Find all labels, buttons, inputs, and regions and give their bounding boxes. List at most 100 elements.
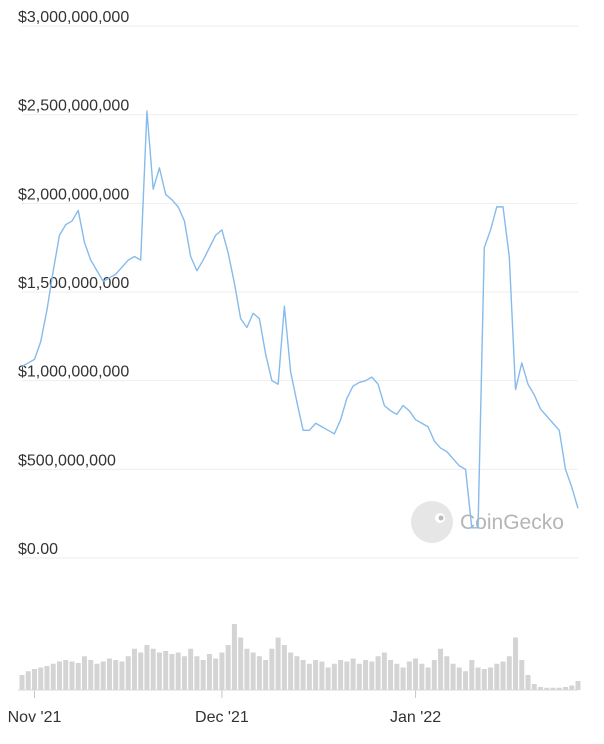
- y-tick-label: $3,000,000,000: [18, 9, 129, 26]
- volume-bar: [194, 656, 200, 690]
- volume-bar: [306, 663, 312, 690]
- volume-bar: [413, 658, 419, 690]
- volume-bar: [388, 660, 394, 690]
- volume-bar: [419, 663, 425, 690]
- y-tick-label: $2,500,000,000: [18, 98, 129, 115]
- x-tick-label: Dec '21: [195, 709, 249, 726]
- volume-bar: [94, 663, 100, 690]
- volume-bar: [544, 687, 550, 690]
- y-tick-label: $1,500,000,000: [18, 275, 129, 292]
- volume-bar: [431, 660, 437, 690]
- volume-bar: [256, 656, 262, 690]
- y-tick-label: $1,000,000,000: [18, 364, 129, 381]
- volume-bar: [319, 661, 325, 690]
- y-tick-label: $0.00: [18, 541, 58, 558]
- y-tick-label: $500,000,000: [18, 452, 116, 469]
- volume-bar: [281, 645, 287, 690]
- volume-bar: [219, 652, 225, 690]
- volume-bar: [225, 645, 231, 690]
- watermark: [411, 501, 453, 543]
- volume-bar: [344, 661, 350, 690]
- volume-bar: [44, 666, 50, 690]
- volume-bar: [325, 667, 331, 690]
- volume-bar: [113, 660, 119, 690]
- volume-bar: [456, 667, 462, 690]
- volume-bar: [469, 660, 475, 690]
- volume-bar: [475, 667, 481, 690]
- volume-bar: [563, 687, 569, 690]
- volume-bar: [119, 661, 125, 690]
- volume-bar: [213, 658, 219, 690]
- volume-bar: [300, 660, 306, 690]
- y-tick-label: $2,000,000,000: [18, 186, 129, 203]
- volume-bar: [244, 648, 250, 690]
- volume-bar: [363, 660, 369, 690]
- volume-bar: [150, 648, 156, 690]
- market-cap-line: [21, 110, 579, 529]
- volume-bar: [163, 651, 169, 690]
- volume-bar: [356, 663, 362, 690]
- watermark-logo: [411, 501, 453, 543]
- volume-bar: [488, 667, 494, 690]
- volume-bar: [106, 658, 112, 690]
- volume-bar: [519, 660, 525, 690]
- volume-bar: [425, 667, 431, 690]
- volume-bar: [531, 684, 537, 690]
- volume-bar: [463, 671, 469, 690]
- volume-bar: [406, 661, 412, 690]
- volume-bar: [63, 660, 69, 690]
- volume-bar: [75, 663, 81, 690]
- volume-bar: [56, 661, 62, 690]
- volume-bar: [338, 660, 344, 690]
- volume-bar: [350, 658, 356, 690]
- volume-bar: [188, 648, 194, 690]
- volume-bar: [100, 661, 106, 690]
- volume-bar: [556, 687, 562, 690]
- volume-bar: [144, 645, 150, 690]
- volume-bar: [169, 654, 175, 690]
- volume-bar: [481, 669, 487, 690]
- volume-bar: [375, 656, 381, 690]
- volume-bar: [294, 656, 300, 690]
- volume-bar: [125, 656, 131, 690]
- volume-bar: [275, 637, 281, 690]
- volume-bar: [538, 687, 544, 690]
- volume-bar: [525, 675, 531, 690]
- volume-bar: [438, 648, 444, 690]
- volume-bar: [200, 660, 206, 690]
- volume-bar: [400, 667, 406, 690]
- volume-bar: [81, 656, 87, 690]
- volume-bar: [506, 656, 512, 690]
- volume-bar: [131, 648, 137, 690]
- volume-bar: [38, 667, 44, 690]
- volume-bar: [444, 656, 450, 690]
- volume-bar: [88, 660, 94, 690]
- x-tick-label: Nov '21: [8, 709, 62, 726]
- volume-bar: [181, 656, 187, 690]
- volume-bar: [450, 663, 456, 690]
- volume-bar: [500, 661, 506, 690]
- volume-bar: [269, 648, 275, 690]
- volume-bar: [494, 663, 500, 690]
- volume-bar: [238, 637, 244, 690]
- x-tick-label: Jan '22: [390, 709, 441, 726]
- volume-bar: [31, 669, 37, 690]
- volume-bar: [313, 660, 319, 690]
- volume-bar: [19, 675, 25, 690]
- volume-bar: [25, 671, 31, 690]
- volume-bar: [369, 661, 375, 690]
- volume-bar: [175, 652, 181, 690]
- volume-bar: [250, 652, 256, 690]
- volume-bar: [231, 624, 237, 690]
- volume-bar: [263, 660, 269, 690]
- volume-bar: [513, 637, 519, 690]
- volume-bar: [394, 663, 400, 690]
- volume-bar: [206, 654, 212, 690]
- volume-bar: [156, 652, 162, 690]
- volume-bar: [575, 681, 581, 690]
- volume-bar: [138, 652, 144, 690]
- volume-bar: [50, 663, 56, 690]
- volume-bar: [569, 685, 575, 690]
